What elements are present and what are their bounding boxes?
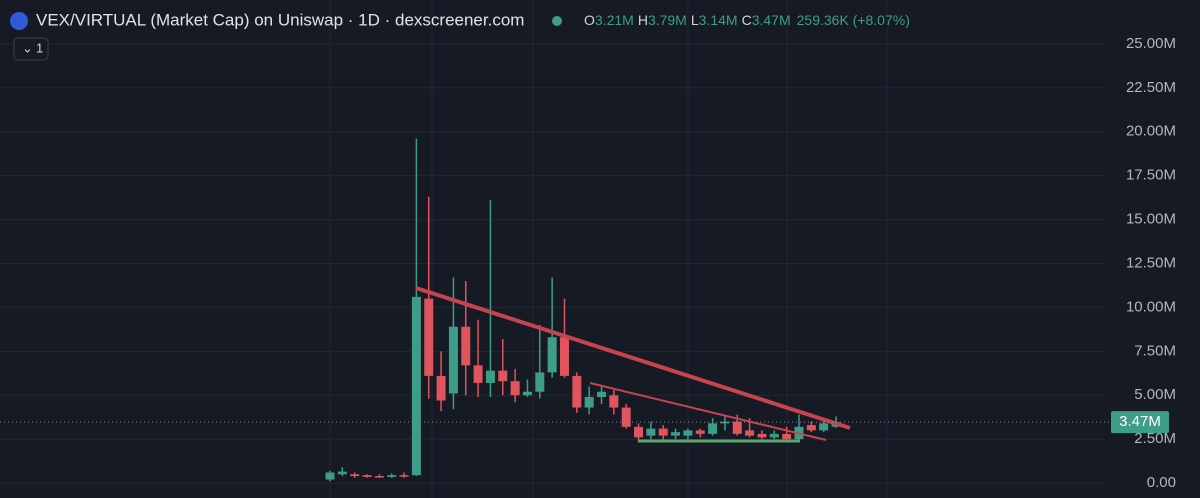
candle-body: [362, 475, 372, 477]
legend-key: O: [584, 12, 595, 28]
candle-body: [745, 430, 755, 436]
y-tick-label: 22.50M: [1126, 79, 1176, 96]
y-tick-label: 17.50M: [1126, 167, 1176, 184]
interval-label: ⌄: [22, 40, 33, 55]
candle-body: [609, 395, 619, 408]
legend-key: C: [742, 12, 752, 28]
y-tick-label: 5.00M: [1134, 386, 1176, 403]
candle-body: [819, 423, 829, 431]
token-icon: [10, 12, 28, 30]
candle-body: [621, 407, 631, 427]
candle-body: [424, 298, 434, 376]
candle-body: [646, 428, 656, 436]
candle-body: [757, 433, 767, 438]
candle-body: [683, 430, 693, 436]
candle-body: [337, 471, 347, 475]
y-tick-label: 20.00M: [1126, 123, 1176, 140]
candle-body: [695, 430, 705, 434]
y-tick-label: 0.00: [1147, 474, 1176, 491]
candle-body: [498, 370, 508, 382]
candle-body: [387, 475, 397, 477]
candle-body: [671, 432, 681, 436]
y-tick-label: 2.50M: [1134, 430, 1176, 447]
candle-body: [782, 433, 792, 440]
vertical-grid: [329, 0, 888, 498]
legend-value: 3.14M: [699, 12, 738, 28]
y-tick-label: 7.50M: [1134, 342, 1176, 359]
candle-body: [374, 476, 384, 478]
y-tick-label: 10.00M: [1126, 298, 1176, 315]
last-price-label: 3.47M: [1119, 413, 1161, 430]
candle-body: [547, 337, 557, 373]
candle-body: [510, 381, 520, 396]
candle-body: [806, 425, 816, 431]
y-tick-label: 12.50M: [1126, 254, 1176, 271]
candle-body: [436, 375, 446, 401]
candle-body: [732, 421, 742, 434]
candle-body: [708, 423, 718, 434]
y-tick-label: 25.00M: [1126, 35, 1176, 52]
interval-value: 1: [36, 40, 43, 55]
chart-title: VEX/VIRTUAL (Market Cap) on Uniswap · 1D…: [36, 10, 524, 29]
trendlines: [415, 286, 851, 443]
candle-body: [584, 396, 594, 408]
status-dot: [552, 16, 562, 26]
candle-body: [572, 375, 582, 408]
candle-body: [473, 365, 483, 383]
candle-body: [769, 433, 779, 438]
candle-body: [597, 391, 607, 397]
candle-body: [399, 475, 409, 477]
legend-value: 3.79M: [648, 12, 687, 28]
candle-body: [411, 296, 421, 476]
legend-value: 3.21M: [595, 12, 634, 28]
legend-key: H: [638, 12, 648, 28]
candle-body: [522, 391, 532, 396]
ohlc-legend: O3.21M H3.79M L3.14M C3.47M 259.36K (+8.07%): [584, 12, 910, 28]
candle-body: [461, 326, 471, 366]
candle-body: [448, 326, 458, 394]
legend-value: 3.47M: [752, 12, 791, 28]
candle-body: [350, 474, 360, 477]
interval-button[interactable]: [13, 37, 49, 61]
last-price-box: [1111, 411, 1169, 434]
candle-body: [485, 370, 495, 383]
candle-body: [535, 372, 545, 392]
legend-key: L: [691, 12, 699, 28]
candle-body: [658, 428, 668, 436]
candle-body: [559, 337, 569, 376]
y-tick-label: 15.00M: [1126, 211, 1176, 228]
candle-body: [634, 426, 644, 438]
candle-body: [325, 472, 335, 480]
legend-change: 259.36K (+8.07%): [797, 12, 910, 28]
